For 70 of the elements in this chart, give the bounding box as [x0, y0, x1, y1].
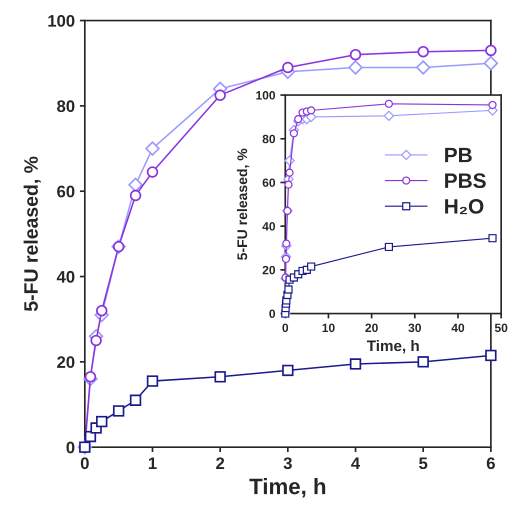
x-tick-label: 6	[486, 457, 495, 470]
point	[348, 60, 363, 75]
point	[284, 180, 293, 189]
y-tick-label: 40	[56, 270, 74, 283]
point	[90, 334, 102, 346]
point	[282, 254, 290, 264]
point	[146, 375, 158, 387]
x-tick-label: 0	[80, 457, 89, 470]
point	[285, 168, 294, 177]
y-tick-label: 40	[262, 222, 276, 231]
point	[484, 56, 498, 70]
point	[282, 364, 294, 376]
x-tick-label: 2	[216, 457, 224, 469]
point	[282, 240, 290, 248]
point	[290, 129, 298, 138]
y-tick-label: 60	[57, 186, 74, 198]
y-tick-label: 100	[256, 91, 276, 100]
point	[282, 62, 294, 74]
y-tick-label: 20	[57, 356, 74, 368]
point	[350, 358, 362, 370]
point	[417, 356, 429, 368]
point	[214, 90, 226, 101]
point	[130, 394, 142, 406]
point	[350, 48, 362, 60]
x-axis-title: Time, h	[249, 478, 326, 498]
point	[284, 285, 293, 294]
point	[416, 60, 430, 75]
point	[485, 350, 497, 362]
y-tick-label: 0	[269, 310, 276, 318]
point	[307, 106, 316, 114]
y-tick-label: 0	[66, 442, 74, 454]
point	[112, 405, 124, 417]
point	[130, 190, 142, 202]
y-tick-label: 60	[262, 178, 276, 187]
point	[384, 100, 393, 108]
x-tick-label: 4	[351, 458, 360, 469]
x-tick-label: 1	[148, 458, 157, 469]
point	[84, 371, 96, 382]
point	[128, 178, 143, 192]
legend-label: PB	[445, 148, 472, 162]
y-tick-label: 80	[57, 100, 74, 112]
x-axis-title: Time, h	[366, 340, 419, 354]
y-tick-label: 80	[262, 134, 276, 144]
point	[214, 371, 226, 382]
y-tick-label: 100	[48, 14, 74, 27]
point	[145, 141, 160, 156]
point	[417, 46, 429, 58]
x-tick-label: 40	[451, 324, 464, 332]
x-tick-label: 20	[365, 324, 378, 332]
point	[307, 262, 316, 271]
x-tick-label: 0	[282, 324, 288, 332]
point	[294, 115, 302, 124]
x-tick-label: 3	[284, 457, 292, 470]
legend-label: H₂O	[445, 198, 484, 214]
point	[485, 44, 497, 56]
point	[384, 110, 394, 122]
y-tick-label: 20	[262, 266, 276, 274]
point	[488, 100, 497, 110]
point	[96, 416, 108, 428]
y-axis-title: 5-FU released, %	[24, 156, 41, 312]
x-tick-label: 10	[322, 324, 335, 332]
point	[96, 304, 108, 316]
point	[146, 166, 158, 178]
point	[488, 234, 497, 242]
y-axis-title: 5-FU released, %	[236, 148, 250, 260]
x-tick-label: 50	[494, 324, 508, 332]
legend-label: PBS	[445, 173, 486, 188]
x-tick-label: 30	[408, 324, 421, 332]
x-tick-label: 5	[419, 458, 428, 470]
point	[384, 242, 393, 252]
